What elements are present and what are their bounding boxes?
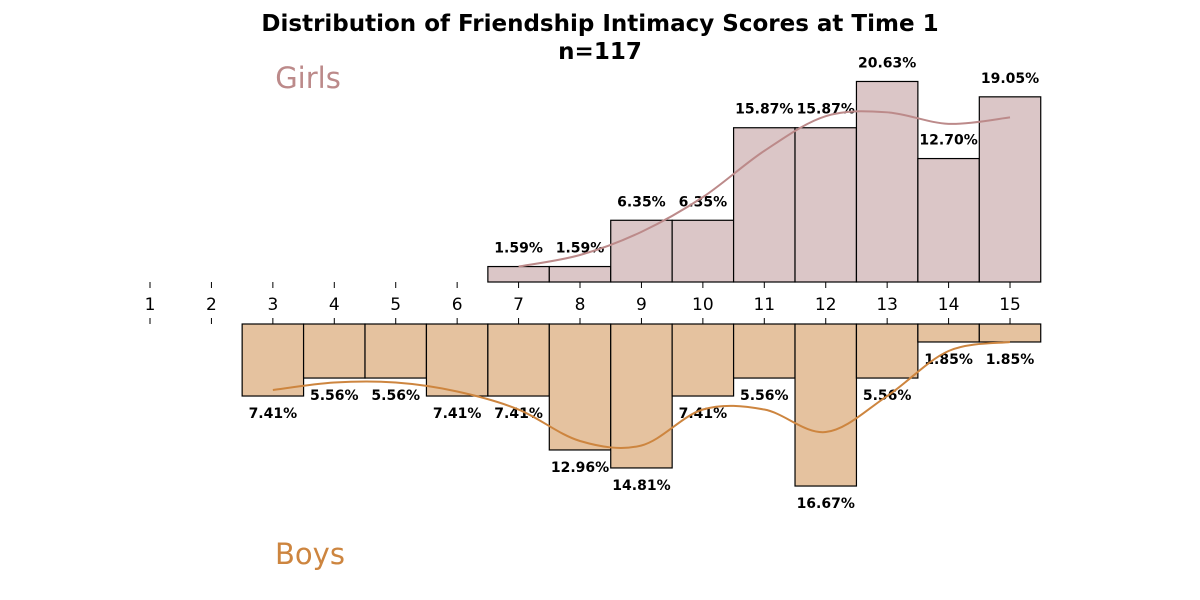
chart-subtitle: n=117 [558, 39, 642, 65]
histogram-bar [978, 323, 1042, 343]
histogram-bar [302, 323, 366, 379]
bar-value-label: 7.41% [249, 406, 298, 422]
histogram-bar [425, 323, 489, 397]
histogram-bar [364, 323, 428, 379]
bar-value-label: 14.81% [612, 478, 670, 494]
bar-value-label: 20.63% [858, 55, 916, 71]
x-tick-label: 12 [815, 295, 837, 315]
x-tick-label: 6 [452, 295, 463, 315]
histogram-bar [978, 96, 1042, 283]
bar-value-label: 1.59% [494, 241, 543, 257]
histogram-bar [548, 323, 612, 451]
bar-value-label: 1.85% [924, 352, 973, 368]
histogram-bar [794, 127, 858, 283]
x-tick-label: 4 [329, 295, 340, 315]
bar-value-label: 7.41% [679, 406, 728, 422]
trend-curve [518, 110, 1011, 268]
x-tick-label: 1 [145, 295, 156, 315]
x-tick-label: 5 [390, 295, 401, 315]
x-tick-label: 11 [753, 295, 775, 315]
x-tick-label: 2 [206, 295, 217, 315]
histogram-bar [241, 323, 305, 397]
histogram-bar [610, 219, 673, 283]
histogram-bar [610, 323, 673, 469]
bar-value-label: 5.56% [740, 388, 789, 404]
bar-value-label: 16.67% [797, 496, 855, 512]
x-tick-label: 15 [999, 295, 1021, 315]
girls-group-label: Girls [275, 61, 341, 95]
boys-series: 7.41% 5.56% 5.56% 7.41% 7.41% 12.96%14.81% 7.4… [241, 323, 1042, 512]
x-axis: 1 2 3 4 5 6 7 8 9 10 11 12 13 14 15 [145, 282, 1021, 324]
x-tick-label: 9 [636, 295, 647, 315]
x-tick-label: 14 [938, 295, 960, 315]
histogram-bar [855, 323, 919, 379]
x-tick-label: 10 [692, 295, 714, 315]
bar-value-label: 6.35% [617, 194, 666, 210]
x-tick-label: 8 [575, 295, 586, 315]
bar-value-label: 19.05% [981, 71, 1039, 87]
histogram-bar [487, 323, 550, 397]
bar-value-label: 12.70% [919, 133, 977, 149]
boys-group-label: Boys [275, 537, 345, 571]
histogram-bar [671, 323, 735, 397]
chart-title: Distribution of Friendship Intimacy Scor… [261, 11, 938, 37]
x-tick-label: 13 [876, 295, 898, 315]
x-tick-label: 7 [513, 295, 524, 315]
histogram-bar [732, 127, 796, 283]
bar-value-label: 6.35% [679, 194, 728, 210]
histogram-bar [794, 323, 858, 487]
bar-value-label: 15.87% [735, 102, 793, 118]
bar-value-label: 5.56% [310, 388, 359, 404]
bar-value-label: 5.56% [371, 388, 420, 404]
histogram-bar [487, 265, 550, 283]
trend-curve [272, 340, 1011, 449]
bar-value-label: 1.59% [556, 241, 605, 257]
bar-value-label: 7.41% [433, 406, 482, 422]
bar-value-label: 12.96% [551, 460, 609, 476]
x-tick-label: 3 [267, 295, 278, 315]
histogram-bar [732, 323, 796, 379]
histogram-bar [671, 219, 735, 283]
histogram-bar [917, 323, 980, 343]
histogram-bar [548, 265, 612, 283]
girls-series: 1.59% 1.59%6.35% 6.35%15.87% 15.87%20.63%12… [487, 55, 1042, 283]
bar-value-label: 1.85% [986, 352, 1035, 368]
histogram-bar [917, 157, 980, 283]
bar-value-label: 7.41% [494, 406, 543, 422]
